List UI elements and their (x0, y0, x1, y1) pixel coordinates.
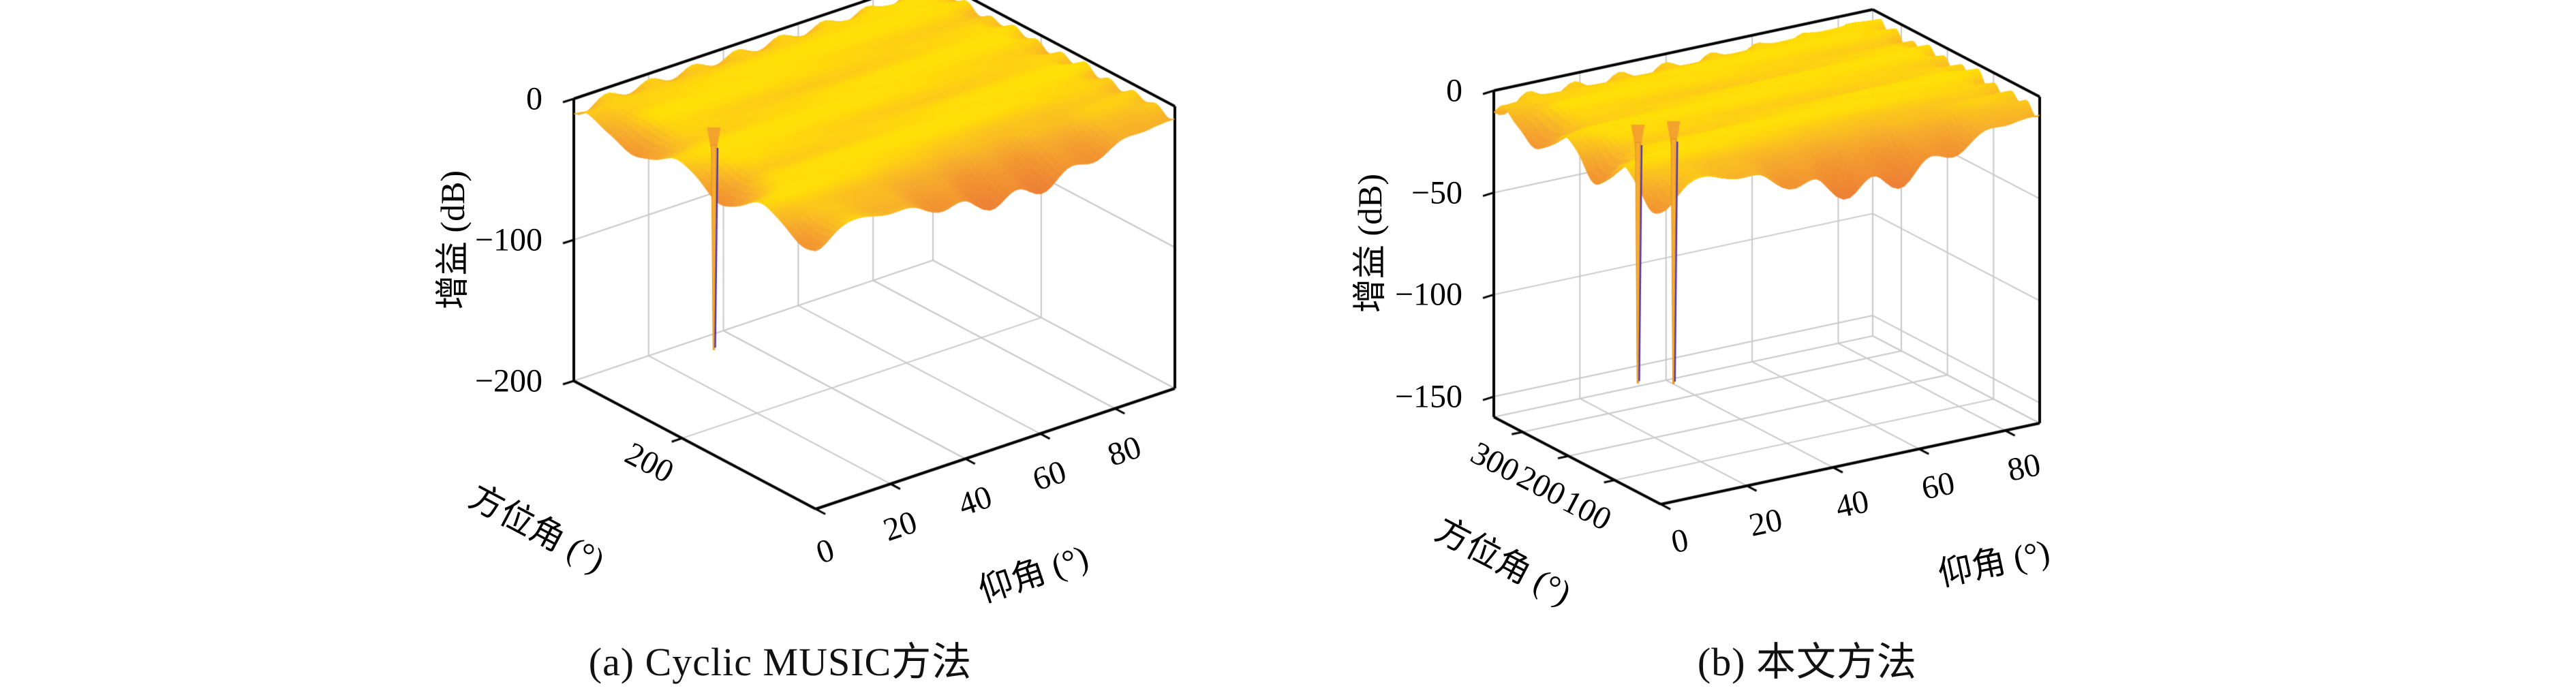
ztick-label: −50 (1411, 174, 1462, 211)
z-axis-label: 增益 (dB) (1351, 173, 1389, 313)
panel-b-caption: (b) 本文方法 (1697, 640, 1918, 684)
panel-a-caption: (a) Cyclic MUSIC方法 (588, 640, 972, 684)
ztick-label: −100 (474, 221, 542, 258)
ztick-label: −100 (1394, 276, 1462, 313)
ztick-label: −200 (474, 363, 542, 399)
ztick-label: 0 (526, 80, 542, 117)
ztick-label: 0 (1446, 72, 1462, 109)
z-axis-label: 增益 (dB) (433, 170, 472, 310)
ztick-label: −150 (1394, 378, 1462, 415)
